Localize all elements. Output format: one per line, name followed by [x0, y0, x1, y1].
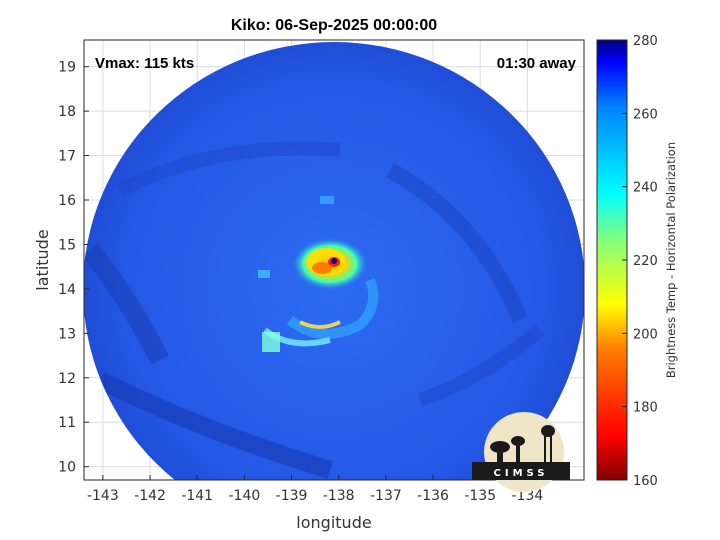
colorbar-tick-label: 200 [633, 327, 658, 342]
x-tick-label: -137 [370, 488, 402, 504]
colorbar-tick-label: 220 [633, 254, 658, 269]
x-tick-label: -142 [134, 488, 166, 504]
x-tick-label: -143 [87, 488, 119, 504]
y-tick-label: 19 [58, 60, 76, 76]
colorbar-ticks: 160 180 200 220 240 260 280 [622, 34, 658, 489]
time-offset-label: 01:30 away [497, 55, 577, 72]
y-tick-label: 14 [58, 282, 76, 298]
x-tick-label: -135 [464, 488, 496, 504]
y-axis: 10 11 12 13 14 15 16 17 18 19 [58, 60, 89, 476]
x-tick-label: -136 [417, 488, 449, 504]
y-tick-label: 15 [58, 237, 76, 253]
y-tick-label: 18 [58, 104, 76, 120]
colorbar-tick-label: 240 [633, 181, 658, 196]
x-tick-label: -138 [323, 488, 355, 504]
y-tick-label: 17 [58, 149, 76, 165]
x-axis: -143 -142 -141 -140 -139 -138 -137 -136 -135 -134 [87, 475, 543, 504]
y-tick-label: 12 [58, 371, 76, 387]
chart-title: Kiko: 06-Sep-2025 00:00:00 [231, 17, 437, 34]
x-tick-label: -139 [276, 488, 308, 504]
y-axis-label: latitude [33, 229, 52, 290]
x-tick-label: -141 [181, 488, 213, 504]
x-tick-label: -140 [228, 488, 260, 504]
colorbar-tick-label: 160 [633, 474, 658, 489]
vmax-label: Vmax: 115 kts [95, 55, 194, 72]
y-tick-label: 10 [58, 460, 76, 476]
y-tick-label: 11 [58, 415, 76, 431]
microwave-swath [84, 42, 584, 480]
colorbar-tick-label: 280 [633, 34, 658, 49]
cimss-logo: CIMSS [472, 412, 570, 492]
colorbar-tick-label: 260 [633, 107, 658, 122]
y-tick-label: 13 [58, 326, 76, 342]
x-axis-label: longitude [296, 513, 371, 532]
x-tick-label: -134 [512, 488, 544, 504]
colorbar-label: Brightness Temp - Horizontal Polarizatio… [664, 142, 678, 378]
y-tick-label: 16 [58, 193, 76, 209]
axes-frame [83, 39, 585, 481]
cimss-logo-text: CIMSS [494, 468, 549, 479]
colorbar-tick-label: 180 [633, 401, 658, 416]
